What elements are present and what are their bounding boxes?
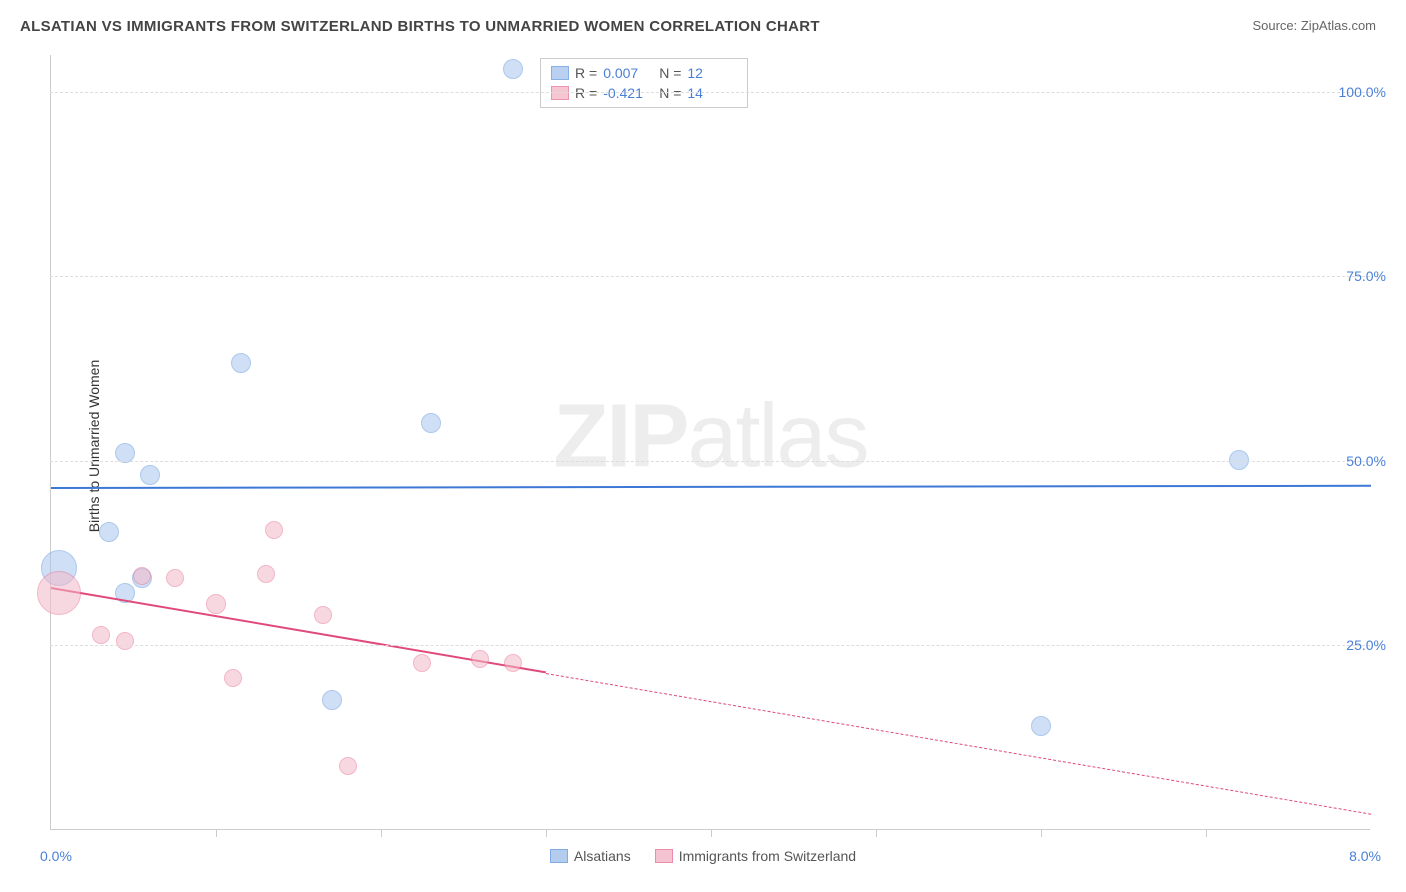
stats-row: R = 0.007 N = 12 (551, 63, 737, 83)
legend-item: Alsatians (550, 848, 631, 864)
data-point (413, 654, 431, 672)
data-point (231, 353, 251, 373)
stat-n-value: 14 (687, 85, 737, 101)
gridline (50, 92, 1370, 93)
data-point (322, 690, 342, 710)
y-tick-label: 100.0% (1339, 84, 1386, 100)
data-point (37, 571, 81, 615)
x-axis-max-label: 8.0% (1349, 848, 1381, 864)
data-point (265, 521, 283, 539)
data-point (339, 757, 357, 775)
source-attribution: Source: ZipAtlas.com (1252, 18, 1376, 33)
data-point (1031, 716, 1051, 736)
bottom-legend: Alsatians Immigrants from Switzerland (0, 848, 1406, 866)
x-tick (876, 829, 877, 837)
x-tick (381, 829, 382, 837)
data-point (224, 669, 242, 687)
gridline (50, 461, 1370, 462)
stat-n-label: N = (659, 65, 681, 81)
data-point (116, 632, 134, 650)
legend-swatch (655, 849, 673, 863)
stat-n-label: N = (659, 85, 681, 101)
data-point (504, 654, 522, 672)
data-point (99, 522, 119, 542)
legend-item: Immigrants from Switzerland (655, 848, 856, 864)
data-point (166, 569, 184, 587)
data-point (471, 650, 489, 668)
data-point (92, 626, 110, 644)
plot-area: ZIPatlas (50, 55, 1370, 830)
y-tick-label: 25.0% (1346, 637, 1386, 653)
x-tick (1041, 829, 1042, 837)
data-point (115, 443, 135, 463)
y-tick-label: 50.0% (1346, 453, 1386, 469)
trend-line (546, 673, 1371, 815)
stat-r-value: 0.007 (603, 65, 653, 81)
gridline (50, 645, 1370, 646)
watermark: ZIPatlas (553, 385, 867, 488)
legend-swatch (551, 66, 569, 80)
correlation-stats-box: R = 0.007 N = 12 R = -0.421 N = 14 (540, 58, 748, 108)
data-point (421, 413, 441, 433)
x-tick (711, 829, 712, 837)
x-axis-min-label: 0.0% (40, 848, 72, 864)
legend-swatch (550, 849, 568, 863)
data-point (206, 594, 226, 614)
stat-r-label: R = (575, 85, 597, 101)
legend-label: Alsatians (574, 848, 631, 864)
data-point (140, 465, 160, 485)
stat-r-value: -0.421 (603, 85, 653, 101)
x-tick (1206, 829, 1207, 837)
legend-label: Immigrants from Switzerland (679, 848, 856, 864)
data-point (314, 606, 332, 624)
gridline (50, 276, 1370, 277)
trend-line (51, 485, 1371, 489)
legend-swatch (551, 86, 569, 100)
stat-n-value: 12 (687, 65, 737, 81)
x-tick (546, 829, 547, 837)
stats-row: R = -0.421 N = 14 (551, 83, 737, 103)
data-point (133, 567, 151, 585)
data-point (257, 565, 275, 583)
x-tick (216, 829, 217, 837)
data-point (503, 59, 523, 79)
stat-r-label: R = (575, 65, 597, 81)
chart-title: ALSATIAN VS IMMIGRANTS FROM SWITZERLAND … (20, 18, 820, 35)
y-tick-label: 75.0% (1346, 268, 1386, 284)
